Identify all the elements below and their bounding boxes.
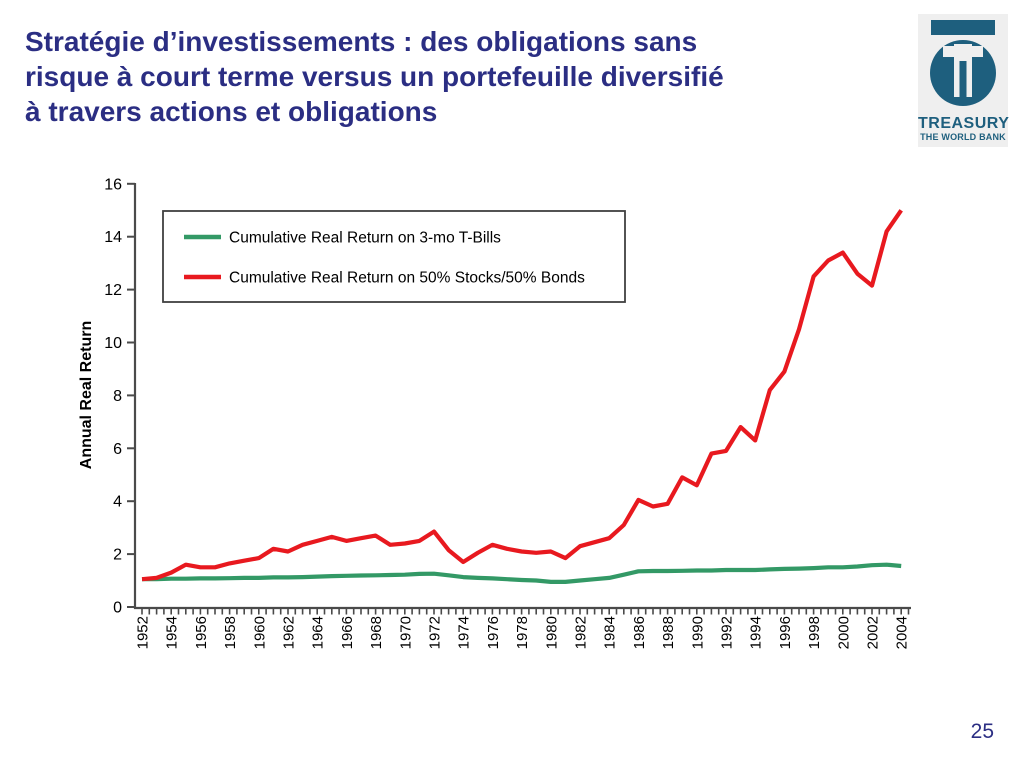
y-tick-label: 14 [104, 229, 122, 246]
series-line-tbills [142, 562, 902, 585]
x-tick-label: 1956 [193, 616, 210, 649]
y-tick-label: 10 [104, 335, 122, 352]
y-axis-title: Annual Real Return [78, 321, 95, 469]
x-tick-label: 1952 [135, 616, 152, 649]
x-tick-label: 1990 [689, 616, 706, 649]
page-number: 25 [970, 720, 994, 743]
x-tick-label: 1988 [660, 616, 677, 649]
x-tick-label: 1960 [251, 616, 268, 649]
y-tick-label: 8 [113, 388, 122, 405]
x-tick-label: 2004 [894, 616, 911, 649]
slide-title-line-3: à travers actions et obligations [25, 96, 438, 127]
x-tick-label: 1984 [602, 616, 619, 649]
x-tick-label: 2000 [835, 616, 852, 649]
legend-label-tbills: Cumulative Real Return on 3-mo T-Bills [229, 230, 501, 247]
y-tick-label: 6 [113, 441, 122, 458]
x-tick-label: 1964 [310, 616, 327, 649]
x-tick-label: 1958 [222, 616, 239, 649]
y-tick-label: 2 [113, 547, 122, 564]
x-tick-label: 1986 [631, 616, 648, 649]
y-tick-label: 4 [113, 494, 122, 511]
x-tick-label: 1992 [719, 616, 736, 649]
series-line-portfolio [141, 209, 903, 582]
legend-label-portfolio: Cumulative Real Return on 50% Stocks/50%… [229, 270, 585, 287]
treasury-world-bank-logo: TREASURY THE WORLD BANK [918, 14, 1010, 147]
x-tick-label: 1972 [427, 616, 444, 649]
slide-title-line-2: risque à court terme versus un portefeui… [25, 61, 724, 92]
treasury-logo-mark-icon [930, 20, 996, 106]
y-tick-label: 0 [113, 600, 122, 617]
x-tick-label: 1998 [806, 616, 823, 649]
x-tick-label: 1970 [397, 616, 414, 649]
x-tick-label: 1994 [748, 616, 765, 649]
logo-title: TREASURY [918, 115, 1010, 132]
x-tick-label: 1996 [777, 616, 794, 649]
slide-title: Stratégie d’investissements : des obliga… [25, 24, 905, 129]
x-tick-label: 1980 [543, 616, 560, 649]
x-tick-label: 1976 [485, 616, 502, 649]
x-tick-label: 1978 [514, 616, 531, 649]
x-tick-label: 1974 [456, 616, 473, 649]
x-tick-label: 1966 [339, 616, 356, 649]
x-tick-label: 1968 [368, 616, 385, 649]
x-tick-label: 1962 [281, 616, 298, 649]
legend-box [162, 210, 626, 303]
x-tick-label: 2002 [865, 616, 882, 649]
logo-subtitle: THE WORLD BANK [920, 132, 1006, 142]
x-tick-label: 1954 [164, 616, 181, 649]
x-tick-label: 1982 [573, 616, 590, 649]
y-tick-label: 12 [104, 282, 122, 299]
slide-title-line-1: Stratégie d’investissements : des obliga… [25, 26, 698, 57]
y-tick-label: 16 [104, 176, 122, 193]
